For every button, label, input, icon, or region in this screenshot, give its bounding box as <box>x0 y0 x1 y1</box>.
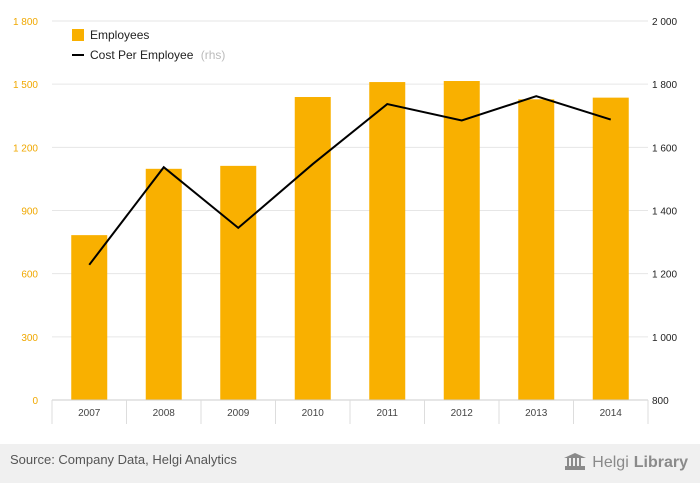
bar <box>592 97 629 401</box>
legend-swatch-employees <box>72 29 84 41</box>
library-building-icon <box>564 453 587 470</box>
x-tick-label: 2013 <box>525 408 548 419</box>
line-series <box>88 95 612 266</box>
y-left-tick-label: 1 200 <box>13 143 38 154</box>
helgi-library-logo: Helgi Library <box>563 450 688 476</box>
x-tick-label: 2012 <box>451 408 474 419</box>
bar <box>443 81 480 400</box>
bar <box>294 97 331 400</box>
footer: Source: Company Data, Helgi Analytics He… <box>0 444 700 483</box>
y-right-tick-label: 2 000 <box>652 17 677 28</box>
y-right-tick-label: 1 600 <box>652 143 677 154</box>
bar <box>145 168 182 400</box>
source-text: Source: Company Data, Helgi Analytics <box>10 452 237 467</box>
legend-label-cost-per-employee: Cost Per Employee <box>90 48 194 62</box>
y-left-tick-label: 300 <box>21 333 38 344</box>
x-tick-label: 2007 <box>78 408 101 419</box>
logo-text-library: Library <box>633 454 688 471</box>
y-right-tick-label: 800 <box>652 396 669 407</box>
bar <box>518 99 555 401</box>
y-right-tick-label: 1 800 <box>652 80 677 91</box>
y-left-tick-label: 0 <box>32 396 38 407</box>
legend-label-rhs: (rhs) <box>201 48 226 62</box>
cost-per-employee-line <box>88 95 612 266</box>
svg-text:Cost Per Employee (rhs): Cost Per Employee (rhs) <box>90 48 225 62</box>
y-left-tick-label: 1 500 <box>13 80 38 91</box>
bar <box>369 82 406 401</box>
y-right-tick-label: 1 200 <box>652 270 677 281</box>
gridlines <box>52 20 648 338</box>
x-tick-label: 2009 <box>227 408 250 419</box>
x-tick-label: 2010 <box>302 408 325 419</box>
x-tick-label: 2008 <box>153 408 176 419</box>
bar <box>220 165 257 400</box>
legend: Employees Cost Per Employee (rhs) <box>72 28 225 62</box>
y-left-tick-label: 900 <box>21 207 38 218</box>
legend-label-employees: Employees <box>90 28 149 42</box>
logo-text-helgi: Helgi <box>592 454 629 471</box>
axes: 0 300 600 900 1 200 1 500 1 800 800 1 000 1 200 1 … <box>13 17 677 424</box>
x-tick-label: 2011 <box>376 408 398 419</box>
y-left-tick-label: 600 <box>21 270 38 281</box>
chart: 0 300 600 900 1 200 1 500 1 800 800 1 000 1 200 1 … <box>13 17 677 424</box>
y-left-tick-label: 1 800 <box>13 17 38 28</box>
y-right-tick-label: 1 000 <box>652 333 677 344</box>
bars <box>71 81 629 401</box>
bar <box>71 235 108 400</box>
x-tick-label: 2014 <box>600 408 623 419</box>
y-right-tick-label: 1 400 <box>652 207 677 218</box>
